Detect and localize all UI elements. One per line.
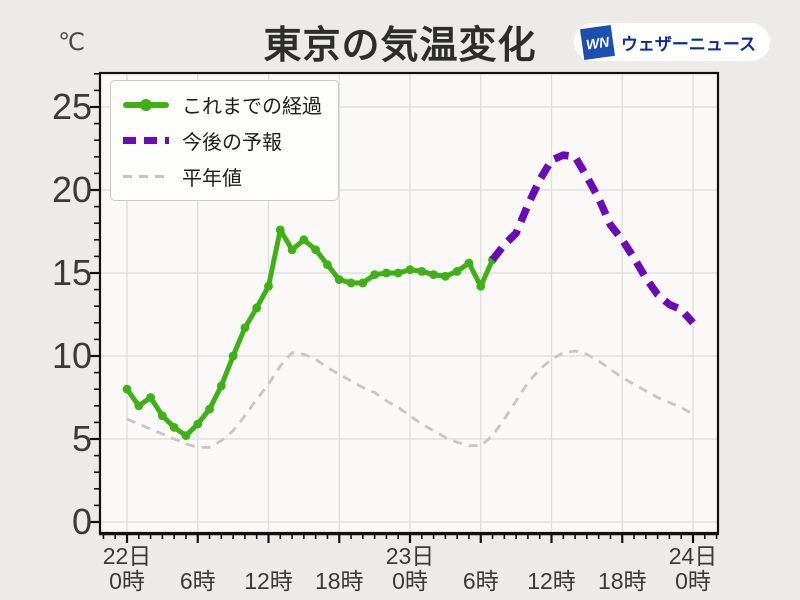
- observed-marker: [275, 225, 285, 235]
- observed-marker: [311, 245, 321, 255]
- x-tick-time-label: 6時: [463, 568, 499, 594]
- x-tick-day-label: 24日: [669, 543, 718, 569]
- observed-marker: [169, 422, 179, 432]
- observed-marker: [323, 260, 332, 270]
- legend-label-forecast: 今後の予報: [182, 132, 282, 154]
- observed-marker: [370, 270, 380, 280]
- observed-marker: [299, 235, 309, 245]
- legend-item-normal: 平年値: [123, 162, 322, 191]
- observed-marker: [193, 419, 203, 429]
- observed-marker: [252, 303, 262, 313]
- observed-marker: [476, 281, 486, 291]
- observed-marker: [264, 281, 273, 291]
- observed-marker: [134, 401, 144, 411]
- observed-marker: [429, 270, 438, 280]
- x-tick-time-label: 0時: [109, 568, 145, 594]
- legend-item-forecast: 今後の予報: [123, 126, 322, 155]
- observed-marker: [417, 266, 427, 276]
- legend-label-normal: 平年値: [182, 168, 242, 190]
- page-title: 東京の気温変化: [263, 25, 537, 67]
- observed-marker: [228, 351, 238, 361]
- forecast-line: [489, 151, 696, 326]
- observed-marker: [440, 271, 450, 281]
- observed-marker: [205, 404, 214, 414]
- x-tick-time-label: 18時: [598, 568, 647, 594]
- y-tick-label: 15: [52, 252, 92, 293]
- observed-marker: [146, 393, 155, 402]
- legend-label-observed: これまでの経過: [182, 96, 322, 118]
- forecast-line-sample-icon: [123, 137, 169, 144]
- observed-marker: [382, 268, 391, 278]
- x-tick-time-label: 0時: [392, 568, 428, 594]
- y-axis-unit-label: ℃: [58, 29, 85, 56]
- observed-marker: [334, 275, 344, 285]
- observed-marker: [464, 258, 474, 268]
- x-tick-time-label: 6時: [180, 568, 216, 594]
- observed-marker: [393, 268, 403, 278]
- observed-marker: [405, 265, 415, 275]
- observed-marker: [216, 381, 226, 391]
- observed-marker: [157, 411, 167, 421]
- y-tick-label: 25: [52, 86, 92, 127]
- x-tick-time-label: 12時: [244, 568, 293, 594]
- x-tick-time-label: 18時: [315, 568, 364, 594]
- x-tick-time-label: 12時: [527, 568, 576, 594]
- weathernews-logo: WN ウェザーニュース: [573, 23, 770, 61]
- legend-item-observed: これまでの経過: [123, 90, 322, 119]
- y-tick-label: 5: [72, 418, 92, 459]
- normal-line-sample-icon: [123, 175, 169, 178]
- observed-line-sample-icon: [123, 98, 169, 111]
- observed-marker-icon: [140, 98, 152, 111]
- observed-marker: [358, 278, 368, 288]
- observed-marker: [122, 384, 132, 394]
- x-tick-day-label: 23日: [386, 543, 435, 569]
- y-tick-label: 10: [52, 335, 92, 376]
- x-tick-day-label: 22日: [103, 543, 152, 569]
- observed-marker: [181, 431, 191, 441]
- x-tick-time-label: 0時: [675, 568, 711, 594]
- y-tick-label: 0: [72, 501, 92, 542]
- normal-line: [126, 349, 694, 449]
- chart-legend: これまでの経過 今後の予報 平年値: [110, 80, 339, 201]
- observed-marker: [346, 278, 356, 288]
- weathernews-logo-text: ウェザーニュース: [620, 34, 756, 54]
- observed-marker: [452, 266, 462, 276]
- y-tick-label: 20: [52, 169, 92, 210]
- observed-marker: [287, 245, 297, 255]
- observed-marker: [240, 323, 250, 333]
